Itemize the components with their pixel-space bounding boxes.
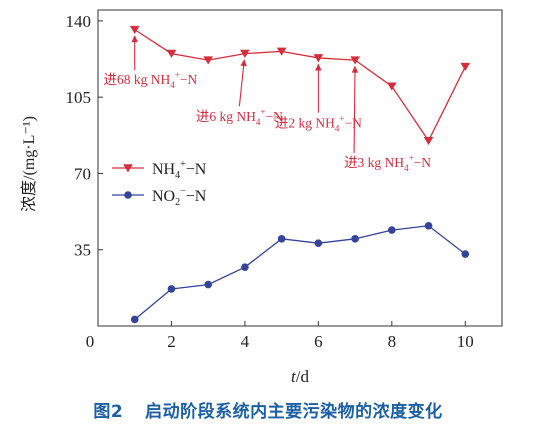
data-point-nh4 [129,25,140,35]
annotation-arrow-head [131,35,138,43]
data-point-no2 [314,239,323,247]
data-point-no2 [424,221,433,230]
x-tick-label: 6 [314,332,323,351]
figure-caption: 图2 启动阶段系统内主要污染物的浓度变化 [0,397,536,422]
legend-label-base: NH [152,161,176,178]
y-tick-label: 140 [66,12,92,31]
data-point-nh4 [350,56,360,65]
x-tick-label: 2 [167,332,176,351]
annotation-label: 进3 kg NH4+−N [344,153,431,173]
annotation-suffix: −N [344,116,362,131]
x-axis-label-unit: /d [296,367,310,386]
data-point-nh4 [276,47,287,56]
data-point-nh4 [387,82,397,91]
data-point-no2 [461,250,470,258]
series-line-nh4 [134,29,466,143]
annotation-prefix: 进6 kg NH [196,109,256,124]
annotation-arrow-head [351,65,359,73]
annotation-sup: + [260,107,265,117]
annotation-sub: 4 [404,163,409,173]
plot-frame [97,9,503,327]
x-axis-label: t/d [291,367,309,386]
y-tick-label: 105 [66,88,92,107]
data-point-nh4 [166,49,177,58]
origin-label: 0 [86,332,95,351]
data-point-no2 [388,226,396,234]
y-tick-label: 70 [74,164,91,183]
data-point-no2 [351,235,359,243]
x-tick-label: 8 [388,332,397,351]
x-tick-label: 10 [457,332,474,351]
annotation-sup: + [409,153,414,163]
annotation-prefix: 进68 kg NH [104,72,171,87]
annotation-prefix: 进2 kg NH [275,116,335,131]
annotation-arrow-head [240,59,247,67]
annotation-arrow-line [353,67,356,153]
data-point-no2 [130,315,139,324]
annotation-sub: 4 [335,124,340,134]
legend-label-tail: −N [186,188,207,205]
legend-label-nh4: NH4+−N [152,159,207,181]
data-point-nh4 [313,54,324,63]
annotation-sup: + [339,114,344,124]
legend-label-sup: − [180,186,186,197]
annotation-label: 进6 kg NH4+−N [196,107,283,127]
legend-label-sup: + [180,159,186,170]
legend-label-no2: NO2−−N [152,186,207,208]
annotation-label: 进2 kg NH4+−N [275,114,362,134]
data-point-nh4 [240,49,250,58]
annotation-sub: 4 [170,80,175,90]
annotation-sup: + [175,70,180,80]
annotation-label: 进68 kg NH4+−N [104,70,198,90]
legend-marker-no2 [124,191,132,199]
legend-marker-nh4 [123,164,133,173]
data-point-nh4 [203,56,213,65]
annotation-arrow-line [238,60,245,107]
data-point-nh4 [423,136,434,146]
data-point-no2 [204,280,212,289]
annotation-sub: 4 [256,117,261,127]
y-axis-label: 浓度/(mg·L⁻¹) [20,116,38,212]
figure-caption-text: 启动阶段系统内主要污染物的浓度变化 [145,402,443,422]
annotation-arrow-head [315,63,322,71]
data-point-no2 [241,263,249,271]
y-tick-label: 35 [74,241,91,260]
series-line-no2 [134,225,466,320]
annotation-prefix: 进3 kg NH [344,155,404,170]
annotation-suffix: −N [266,109,284,124]
x-axis-label-var: t [291,367,297,386]
x-tick-label: 4 [241,332,250,351]
data-point-no2 [167,285,176,293]
annotation-suffix: −N [414,155,432,170]
figure-caption-number: 图2 [93,402,124,422]
legend-label-base: NO [152,188,175,205]
data-point-no2 [277,235,286,243]
legend-label-tail: −N [186,161,207,178]
legend-label-sub: 4 [175,170,180,181]
annotation-suffix: −N [180,72,198,87]
data-point-nh4 [460,62,471,72]
legend-label-sub: 2 [175,197,180,208]
